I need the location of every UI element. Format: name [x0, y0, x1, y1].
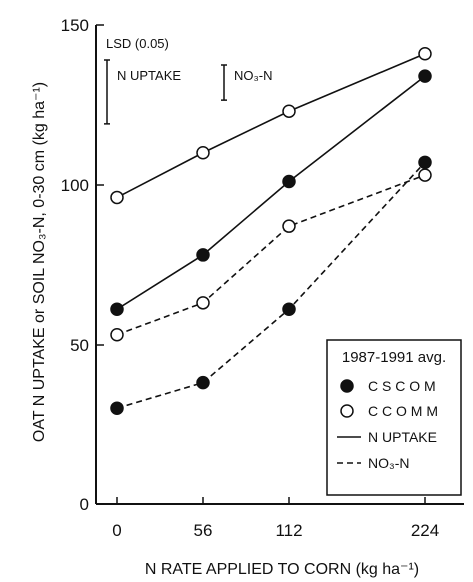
- data-point-0-2: [282, 174, 296, 189]
- data-point-2-1: [196, 375, 210, 390]
- data-point-1-3: [418, 46, 432, 61]
- legend-label-n-uptake: N UPTAKE: [368, 429, 437, 445]
- x-ticks: 0 56 112 224: [112, 497, 439, 540]
- y-tick-label-0: 0: [80, 495, 89, 514]
- series-line-3: [116, 174, 426, 336]
- series-line-2: [116, 161, 426, 409]
- lsd-annotation: LSD (0.05) N UPTAKE NO₃-N: [104, 36, 273, 125]
- y-axis-title: OAT N UPTAKE or SOIL NO₃-N, 0-30 cm (kg …: [31, 82, 48, 442]
- x-tick-label-56: 56: [194, 521, 213, 540]
- data-point-2-3: [418, 155, 432, 170]
- legend-label-no3: NO₃-N: [368, 455, 409, 471]
- lsd-no3-label: NO₃-N: [234, 68, 273, 83]
- lsd-n-uptake-label: N UPTAKE: [117, 68, 181, 83]
- data-point-1-0: [110, 190, 124, 205]
- data-point-2-0: [110, 401, 124, 415]
- x-tick-label-224: 224: [411, 521, 439, 540]
- y-tick-label-50: 50: [70, 336, 89, 355]
- data-point-0-3: [418, 69, 432, 83]
- legend: 1987-1991 avg. C S C O M C C O M M N UPT…: [326, 339, 462, 496]
- data-point-3-3: [418, 168, 432, 182]
- series-line-0: [116, 75, 426, 310]
- x-tick-label-112: 112: [275, 521, 302, 540]
- y-tick-label-100: 100: [61, 176, 89, 195]
- series-layer: [110, 46, 432, 415]
- legend-box: [326, 339, 462, 496]
- data-point-2-2: [282, 302, 296, 316]
- series-line-1: [116, 53, 426, 199]
- data-point-3-2: [282, 219, 296, 233]
- lsd-title: LSD (0.05): [106, 36, 169, 51]
- data-point-3-0: [110, 328, 124, 342]
- data-point-0-0: [110, 302, 124, 316]
- data-point-0-1: [196, 248, 210, 262]
- x-axis-title: N RATE APPLIED TO CORN (kg ha⁻¹): [145, 561, 419, 578]
- legend-marker-filled-circle: [340, 379, 354, 393]
- x-tick-label-0: 0: [112, 521, 121, 540]
- y-tick-label-150: 150: [61, 16, 89, 35]
- legend-marker-open-circle: [340, 404, 354, 418]
- legend-label-ccomm: C C O M M: [368, 403, 438, 419]
- legend-label-cscom: C S C O M: [368, 378, 436, 394]
- data-point-1-2: [282, 104, 296, 118]
- legend-title: 1987-1991 avg.: [342, 349, 446, 366]
- data-point-3-1: [196, 296, 210, 310]
- data-point-1-1: [196, 145, 210, 160]
- y-ticks: 150 100 50 0: [61, 16, 104, 514]
